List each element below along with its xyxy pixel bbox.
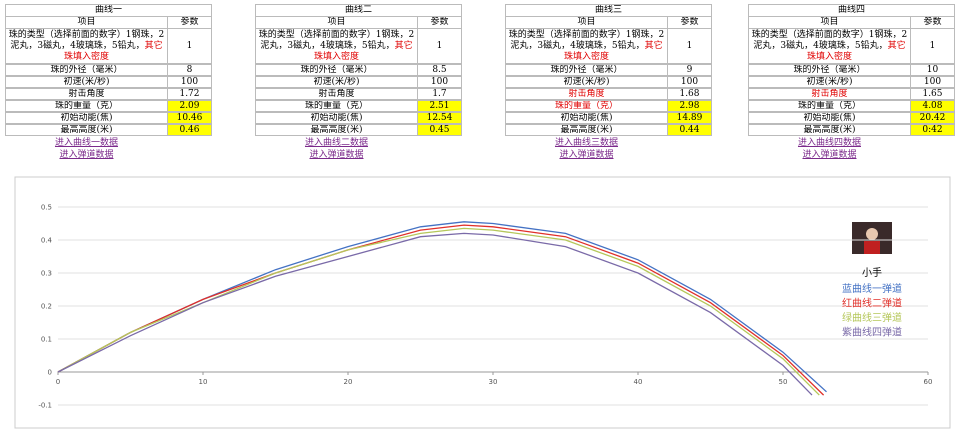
label-text: 最高高度(米)	[310, 125, 363, 135]
label-text: 珠的类型（选择前面的数字）1钢珠，2泥丸，3磁丸，4玻璃珠，5铅丸，	[751, 30, 908, 51]
row-value: 1.7	[417, 88, 462, 100]
legend-title: 小手	[862, 266, 882, 279]
row-value: 2.09	[167, 100, 212, 112]
row-value: 4.08	[910, 100, 955, 112]
row-value: 1.65	[910, 88, 955, 100]
y-tick-label: 0.2	[41, 303, 52, 311]
avatar-face	[866, 228, 878, 240]
row-value: 12.54	[417, 112, 462, 124]
label-text: 射击角度	[318, 89, 355, 99]
label-text: 射击角度	[811, 89, 848, 99]
label-text: 初速(米/秒)	[63, 77, 110, 87]
row-value: 10	[910, 64, 955, 76]
label-note: 其它珠填入密度	[63, 41, 163, 62]
legend-entry: 绿曲线三弹道	[842, 311, 902, 324]
label-note: 其它珠填入密度	[563, 41, 663, 62]
sheet-link[interactable]: 进入曲线四数据	[797, 138, 861, 148]
x-tick-label: 10	[199, 378, 208, 386]
row-value: 0.45	[417, 124, 462, 136]
row-value: 2.51	[417, 100, 462, 112]
row-value: 1	[167, 28, 212, 64]
label-text: 初速(米/秒)	[313, 77, 360, 87]
legend-entry: 蓝曲线一弹道	[842, 282, 902, 295]
label-text: 初始动能(焦)	[803, 113, 856, 123]
sheet-link[interactable]: 进入弹道数据	[59, 150, 114, 160]
label-text: 初速(米/秒)	[563, 77, 610, 87]
row-value: 1	[417, 28, 462, 64]
row-value: 1	[667, 28, 712, 64]
x-tick-label: 20	[344, 378, 353, 386]
row-value: 14.89	[667, 112, 712, 124]
label-note: 其它珠填入密度	[806, 41, 906, 62]
label-text: 初始动能(焦)	[310, 113, 363, 123]
row-value: 100	[167, 76, 212, 88]
series-line	[57, 232, 813, 396]
row-value: 1.68	[667, 88, 712, 100]
y-tick-label: 0	[48, 369, 52, 377]
y-tick-label: 0.4	[41, 237, 53, 245]
label-text: 珠的类型（选择前面的数字）1钢珠，2泥丸，3磁丸，4玻璃珠，5铅丸，	[8, 30, 165, 51]
label-text: 珠的外径（毫米）	[550, 65, 623, 75]
label-text: 珠的类型（选择前面的数字）1钢珠，2泥丸，3磁丸，4玻璃珠，5铅丸，	[258, 30, 415, 51]
label-text: 珠的外径（毫米）	[300, 65, 373, 75]
label-text: 珠的重量（克）	[554, 101, 618, 111]
label-text: 珠的外径（毫米）	[50, 65, 123, 75]
y-tick-label: 0.1	[41, 336, 52, 344]
label-text: 珠的外径（毫米）	[793, 65, 866, 75]
y-tick-label: 0.5	[41, 204, 52, 212]
label-text: 初始动能(焦)	[560, 113, 613, 123]
row-value: 20.42	[910, 112, 955, 124]
row-value: 1.72	[167, 88, 212, 100]
sheet-link[interactable]: 进入弹道数据	[559, 150, 614, 160]
y-tick-label: 0.3	[41, 270, 52, 278]
x-tick-label: 60	[924, 378, 933, 386]
sheet-link[interactable]: 进入弹道数据	[309, 150, 364, 160]
row-value: 0.44	[667, 124, 712, 136]
row-value: 100	[417, 76, 462, 88]
row-value: 9	[667, 64, 712, 76]
avatar-body	[864, 241, 880, 254]
legend-entry: 紫曲线四弹道	[842, 326, 902, 339]
label-text: 珠的类型（选择前面的数字）1钢珠，2泥丸，3磁丸，4玻璃珠，5铅丸，	[508, 30, 665, 51]
row-value: 2.98	[667, 100, 712, 112]
label-text: 初始动能(焦)	[60, 113, 113, 123]
label-note: 其它珠填入密度	[313, 41, 413, 62]
legend-entry: 红曲线二弹道	[842, 297, 902, 310]
label-text: 射击角度	[68, 89, 105, 99]
sheet-link[interactable]: 进入曲线二数据	[304, 138, 368, 148]
row-value: 100	[910, 76, 955, 88]
label-text: 最高高度(米)	[60, 125, 113, 135]
y-tick-label: -0.1	[38, 402, 52, 410]
x-tick-label: 40	[634, 378, 643, 386]
label-text: 射击角度	[568, 89, 605, 99]
label-text: 珠的重量（克）	[54, 101, 118, 111]
row-value: 0.46	[167, 124, 212, 136]
series-line	[57, 224, 825, 396]
row-value: 100	[667, 76, 712, 88]
sheet-link[interactable]: 进入弹道数据	[802, 150, 857, 160]
sheet-link[interactable]: 进入曲线三数据	[554, 138, 618, 148]
label-text: 最高高度(米)	[803, 125, 856, 135]
label-text: 珠的重量（克）	[304, 101, 368, 111]
row-value: 8	[167, 64, 212, 76]
chart-frame	[14, 176, 951, 429]
row-value: 1	[910, 28, 955, 64]
x-tick-label: 30	[489, 378, 498, 386]
row-value: 0:42	[910, 124, 955, 136]
label-text: 珠的重量（克）	[797, 101, 861, 111]
sheet-link[interactable]: 进入曲线一数据	[54, 138, 118, 148]
x-tick-label: 50	[779, 378, 788, 386]
label-text: 初速(米/秒)	[806, 77, 853, 87]
label-text: 最高高度(米)	[560, 125, 613, 135]
x-tick-label: 0	[56, 378, 60, 386]
row-value: 8.5	[417, 64, 462, 76]
row-value: 10.46	[167, 112, 212, 124]
